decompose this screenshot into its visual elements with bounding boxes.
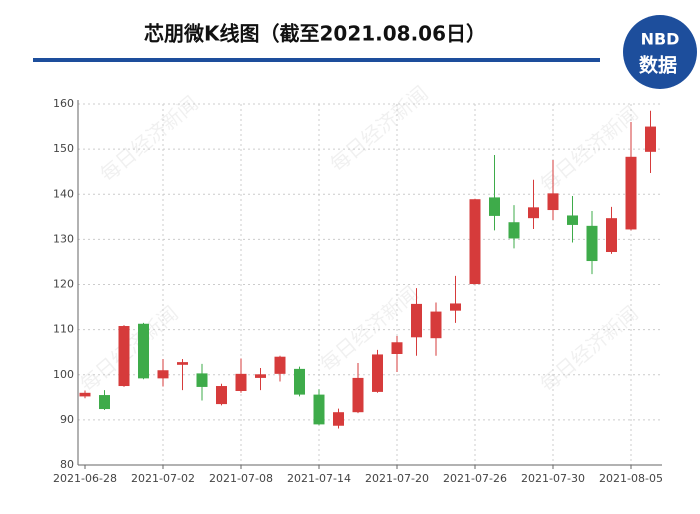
candle-body xyxy=(313,394,325,425)
watermark: 每日经济新闻 xyxy=(535,301,642,397)
y-tick-label: 150 xyxy=(53,142,74,155)
candle-body xyxy=(625,156,637,230)
candle-body xyxy=(196,373,208,387)
candle-body xyxy=(79,392,91,397)
x-tick-label: 2021-07-14 xyxy=(287,472,351,485)
y-tick-label: 90 xyxy=(60,413,74,426)
y-tick-label: 80 xyxy=(60,458,74,471)
candle-body xyxy=(508,222,520,239)
watermark: 每日经济新闻 xyxy=(315,281,422,377)
x-tick-label: 2021-07-02 xyxy=(131,472,195,485)
candle-body xyxy=(99,395,110,410)
candle-body xyxy=(138,323,149,379)
candle-body xyxy=(606,218,617,253)
y-tick-label: 140 xyxy=(53,187,74,200)
candle-body xyxy=(255,374,266,378)
candle-body xyxy=(235,373,247,391)
candle-body xyxy=(274,356,286,374)
logo xyxy=(623,15,697,89)
watermark: 每日经济新闻 xyxy=(95,91,202,187)
x-tick-label: 2021-07-20 xyxy=(365,472,429,485)
candle-body xyxy=(469,199,481,285)
logo-top: NBD xyxy=(641,30,680,49)
candle-body xyxy=(411,303,422,338)
watermark: 每日经济新闻 xyxy=(325,81,432,177)
y-tick-label: 130 xyxy=(53,232,74,245)
candle-body xyxy=(567,215,578,225)
candle-body xyxy=(372,354,383,392)
candle-body xyxy=(118,326,130,387)
candle-body xyxy=(586,225,598,262)
chart-title: 芯朋微K线图（截至2021.08.06日） xyxy=(144,22,486,46)
candle-body xyxy=(157,370,169,379)
candle-body xyxy=(333,412,344,426)
candle-body xyxy=(547,193,559,211)
candle-body xyxy=(528,207,539,219)
y-tick-label: 160 xyxy=(53,97,74,110)
x-tick-label: 2021-06-28 xyxy=(53,472,117,485)
candle-body xyxy=(352,377,364,413)
y-tick-label: 120 xyxy=(53,278,74,291)
x-tick-label: 2021-07-08 xyxy=(209,472,273,485)
candle-body xyxy=(645,126,656,152)
candle-body xyxy=(294,368,305,395)
y-tick-label: 110 xyxy=(53,323,74,336)
candle-body xyxy=(430,311,442,339)
y-tick-label: 100 xyxy=(53,368,74,381)
candle-body xyxy=(177,362,188,365)
x-tick-label: 2021-07-30 xyxy=(521,472,585,485)
x-tick-label: 2021-07-26 xyxy=(443,472,507,485)
candle-body xyxy=(450,303,461,311)
candle-body xyxy=(489,197,500,216)
logo-bottom: 数据 xyxy=(639,54,677,77)
candle-body xyxy=(391,342,403,354)
title-rule xyxy=(33,58,600,62)
candle-body xyxy=(216,386,227,405)
x-tick-label: 2021-08-05 xyxy=(599,472,663,485)
